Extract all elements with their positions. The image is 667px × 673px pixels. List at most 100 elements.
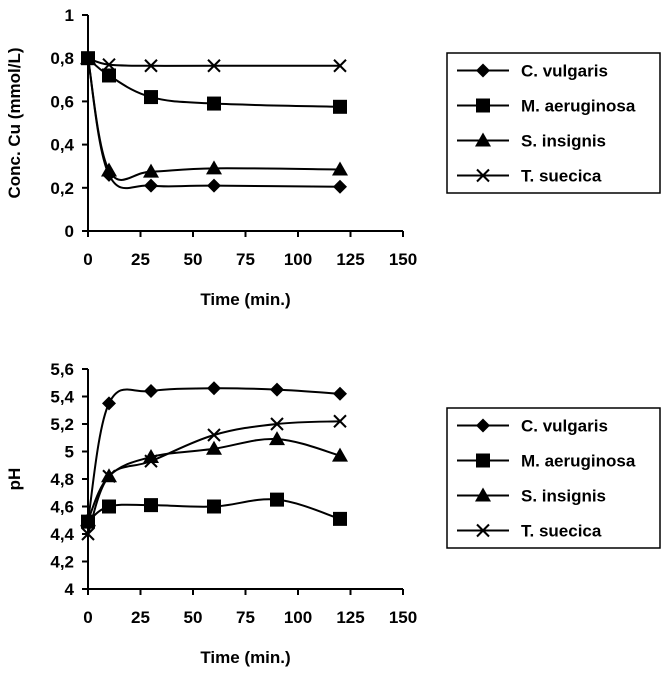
legend-label: C. vulgaris (521, 417, 608, 436)
legend-marker (476, 63, 490, 78)
x-axis-title: Time (min.) (200, 648, 290, 667)
legend-label: T. suecica (521, 167, 602, 186)
series-t-suecica (81, 414, 347, 541)
x-tick-label: 75 (236, 608, 255, 627)
x-tick-label: 50 (184, 250, 203, 269)
x-tick-label: 150 (389, 608, 417, 627)
legend-marker (475, 132, 491, 147)
legend-label: M. aeruginosa (521, 97, 636, 116)
y-tick-label: 5,2 (50, 415, 74, 434)
y-tick-label: 5,4 (50, 388, 74, 407)
data-point (207, 59, 221, 73)
x-tick-label: 75 (236, 250, 255, 269)
y-tick-label: 5 (65, 443, 74, 462)
x-tick-label: 50 (184, 608, 203, 627)
y-tick-label: 4,8 (50, 470, 74, 489)
y-tick-label: 0 (65, 222, 74, 241)
legend-label: S. insignis (521, 487, 606, 506)
series-m-aeruginosa (81, 51, 347, 114)
data-point (333, 59, 347, 73)
series-t-suecica (81, 51, 347, 73)
legend-item: C. vulgaris (457, 417, 608, 436)
y-tick-label: 0,6 (50, 92, 74, 111)
data-point (102, 396, 116, 411)
legend-marker (476, 168, 490, 183)
data-point (144, 454, 158, 468)
legend-item: M. aeruginosa (457, 452, 636, 471)
data-point (206, 160, 222, 175)
data-point (333, 386, 347, 401)
legend-marker (476, 98, 490, 113)
data-point (144, 59, 158, 73)
legend-item: S. insignis (457, 487, 606, 506)
legend: C. vulgaris M. aeruginosa S. insignis T. su… (446, 52, 661, 194)
y-tick-label: 4,4 (50, 525, 74, 544)
y-tick-label: 5,6 (50, 360, 74, 379)
data-point (81, 51, 95, 65)
legend-label: S. insignis (521, 132, 606, 151)
y-axis-title: Conc. Cu (mmol/L) (5, 47, 24, 198)
y-tick-label: 0,2 (50, 179, 74, 198)
x-tick-label: 150 (389, 250, 417, 269)
series-line (87, 57, 340, 67)
legend-label: T. suecica (521, 522, 602, 541)
x-tick-label: 25 (131, 608, 150, 627)
y-tick-label: 0,4 (50, 136, 74, 155)
data-point (143, 163, 159, 178)
legend-marker (476, 418, 490, 433)
legend-item: C. vulgaris (457, 62, 608, 81)
data-point (207, 96, 221, 111)
data-point (102, 469, 116, 483)
x-tick-label: 100 (284, 608, 312, 627)
data-point (333, 414, 347, 428)
data-point (102, 499, 116, 514)
legend-item: M. aeruginosa (457, 97, 636, 116)
data-point (102, 57, 116, 72)
legend-item: T. suecica (457, 522, 602, 541)
series-s-insignis (80, 50, 348, 181)
y-tick-label: 4,6 (50, 498, 74, 517)
legend-item: T. suecica (457, 167, 602, 186)
x-tick-label: 125 (336, 608, 364, 627)
data-point (270, 492, 284, 507)
y-axis-title: pH (5, 468, 24, 491)
data-point (333, 99, 347, 114)
chart-2: 4 4,2 4,4 4,6 4,8 5 5,2 5,4 5,6 0 25 50 75 100 125 150 T… (5, 360, 661, 667)
data-point (207, 178, 221, 193)
legend: C. vulgaris M. aeruginosa S. insignis T. su… (446, 407, 661, 549)
data-point (81, 527, 95, 541)
x-tick-label: 0 (83, 250, 92, 269)
y-tick-label: 1 (65, 6, 74, 25)
data-point (101, 162, 117, 177)
legend-item: S. insignis (457, 132, 606, 151)
series-c-vulgaris (81, 381, 347, 528)
data-point (270, 382, 284, 397)
y-tick-label: 4 (65, 580, 75, 599)
y-tick-label: 4,2 (50, 553, 74, 572)
data-point (207, 381, 221, 396)
data-point (207, 428, 221, 442)
data-point (332, 447, 348, 462)
x-tick-label: 125 (336, 250, 364, 269)
data-point (144, 384, 158, 398)
data-point (144, 498, 158, 513)
data-point (332, 161, 348, 176)
legend-marker (476, 453, 490, 468)
data-point (144, 178, 158, 193)
x-tick-label: 25 (131, 250, 150, 269)
data-point (269, 431, 285, 446)
legend-marker (476, 523, 490, 538)
x-axis-title: Time (min.) (200, 290, 290, 309)
data-point (144, 90, 158, 105)
series-line (87, 420, 341, 535)
data-point (333, 511, 347, 526)
data-point (102, 68, 116, 83)
legend-label: C. vulgaris (521, 62, 608, 81)
x-tick-label: 100 (284, 250, 312, 269)
x-tick-label: 0 (83, 608, 92, 627)
chart-1: 0 0,2 0,4 0,6 0,8 1 0 25 50 75 100 125 150 Time (min.… (5, 6, 661, 309)
legend-label: M. aeruginosa (521, 452, 636, 471)
legend-marker (475, 487, 491, 502)
data-point (206, 440, 222, 455)
